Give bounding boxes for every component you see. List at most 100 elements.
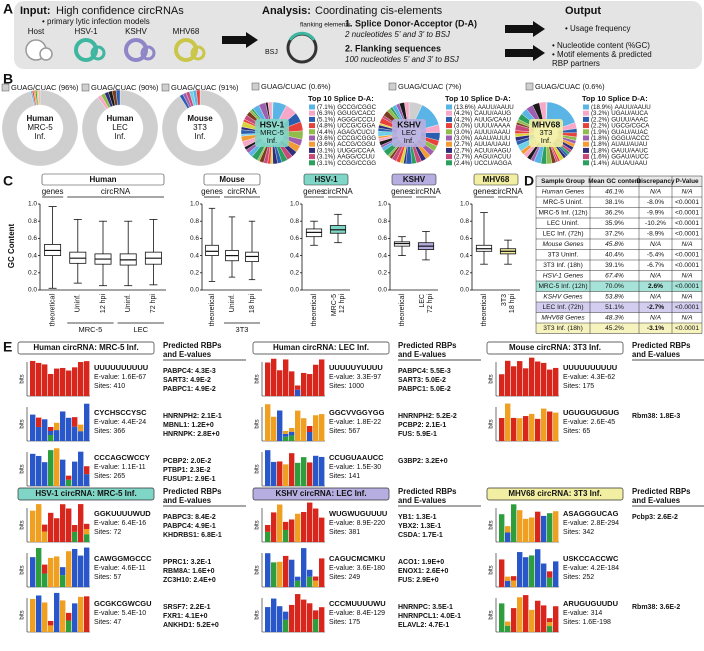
top10-seq: AUAU/AUAU bbox=[611, 141, 647, 148]
motif-name: UGUGUGUGUG bbox=[563, 408, 619, 417]
logo-letter bbox=[54, 592, 60, 632]
logo-letter bbox=[499, 374, 505, 396]
legend-swatch bbox=[161, 83, 170, 92]
top10-entry: (3.6%) ACCG/CGGU bbox=[317, 141, 375, 148]
input-bullet: • primary lytic infection models bbox=[42, 17, 150, 26]
motif-name: CYCHSCCYSC bbox=[94, 408, 147, 417]
motif-name: USKCCACCWC bbox=[563, 554, 619, 563]
top10-pct: (1.9%) bbox=[591, 128, 609, 135]
rbp-entry: HNRNPC: 3.5E-1 bbox=[398, 604, 453, 611]
rbp-entry: PABPC4: 5.5E-3 bbox=[398, 368, 451, 375]
logo-letter bbox=[84, 547, 90, 587]
logo-axis-label: bits bbox=[20, 419, 26, 428]
table-cell: -8.0% bbox=[647, 199, 664, 206]
rbp-entry: SART3: 5.0E-2 bbox=[398, 377, 446, 384]
rbp-entry: Pcbp3: 2.6E-2 bbox=[632, 514, 678, 521]
output-item: • Motif elements & predicted bbox=[552, 50, 652, 59]
logo-axis-label: bits bbox=[489, 610, 495, 619]
logo-letter bbox=[289, 371, 295, 396]
logo-letter bbox=[295, 410, 301, 441]
table-cell: <0.0001 bbox=[675, 199, 699, 206]
top10-seq: ACUU/AAGU bbox=[474, 147, 511, 154]
top10-seq: GAUU/AAUC bbox=[611, 147, 648, 154]
table-cell: N/A bbox=[650, 273, 662, 280]
section-title-box bbox=[252, 487, 390, 501]
motif-sites: Sites: 252 bbox=[563, 574, 594, 581]
motif-evalue: E-value: 1.6E-67 bbox=[94, 374, 146, 381]
top10-pct: (6.3%) bbox=[317, 110, 335, 117]
logo-letter bbox=[265, 362, 271, 396]
logo-letter bbox=[42, 419, 48, 441]
logo-letter bbox=[499, 603, 505, 632]
logo-letter bbox=[72, 548, 78, 587]
subhead: genes bbox=[303, 187, 325, 196]
logo-letter bbox=[301, 372, 307, 396]
legend-swatch bbox=[309, 135, 315, 141]
rbp-entry: YB1: 1.3E-1 bbox=[398, 514, 437, 521]
circrna-ring bbox=[124, 38, 148, 62]
section-title-box bbox=[486, 341, 624, 355]
top10-pct: (2.7%) bbox=[454, 147, 472, 154]
rbp-entry: CSDA: 1.7E-1 bbox=[398, 532, 443, 539]
x-tick-label: 3T3 bbox=[501, 294, 508, 306]
x-tick-label: 72 hpi bbox=[150, 294, 157, 314]
rbp-header: Predicted RBPs bbox=[163, 487, 222, 496]
logo-letter bbox=[547, 626, 553, 632]
logo-letter bbox=[84, 403, 90, 441]
logo-letter bbox=[547, 571, 553, 578]
table-cell: 2.6% bbox=[648, 283, 663, 290]
top10-seq: AAGU/ACUU bbox=[474, 153, 511, 160]
table-cell: <0.0001 bbox=[675, 252, 699, 259]
logo-letter bbox=[42, 462, 48, 486]
legend-swatch bbox=[446, 160, 452, 166]
motif-name: UUUUUUUUUU bbox=[563, 363, 617, 372]
top10-entry: (2.7%) ACUU/AAGU bbox=[454, 147, 511, 154]
top10-pct: (5.1%) bbox=[317, 116, 335, 123]
donut-center: Inf. bbox=[267, 136, 277, 145]
table-cell: 3T3 Inf. (18h) bbox=[543, 262, 583, 269]
table-cell: 70.0% bbox=[605, 283, 624, 290]
legend-swatch bbox=[583, 116, 589, 122]
logo-letter bbox=[48, 450, 54, 486]
rbp-entry: PABPC1: 5.0E-2 bbox=[398, 386, 451, 393]
table-cell: -3.1% bbox=[647, 325, 664, 332]
rbp-entry: HNRNPK: 2.8E+0 bbox=[163, 431, 220, 438]
motif-evalue: E-value: 6.4E-16 bbox=[94, 520, 146, 527]
legend-swatch bbox=[446, 110, 452, 116]
logo-letter bbox=[295, 385, 301, 390]
logo-letter bbox=[277, 561, 283, 587]
logo-letter bbox=[54, 368, 60, 396]
table-cell: Human Genes bbox=[542, 189, 585, 196]
logo-letter bbox=[511, 366, 517, 396]
donut-center: Inf. bbox=[34, 132, 45, 141]
table-cell: 48.3% bbox=[605, 315, 624, 322]
legend-swatch bbox=[583, 160, 589, 166]
panel-label: C bbox=[3, 173, 13, 189]
logo-letter bbox=[30, 360, 36, 396]
rbp-entry: SART3: 4.9E-2 bbox=[163, 377, 211, 384]
logo-letter bbox=[42, 564, 48, 574]
logo-letter bbox=[505, 576, 511, 581]
top10-entry: (6.3%) GGUG/CACC bbox=[317, 110, 376, 117]
legend-swatch bbox=[446, 135, 452, 141]
logo-letter bbox=[301, 511, 307, 542]
logo-letter bbox=[271, 416, 277, 441]
step2: 2. Flanking sequences bbox=[345, 43, 441, 53]
x-tick-label: Uninf. bbox=[75, 294, 82, 312]
input-head: Input: bbox=[20, 5, 51, 17]
y-tick-label: 0.4 bbox=[290, 252, 299, 259]
logo-letter bbox=[553, 606, 559, 632]
table-cell: KSHV Genes bbox=[543, 294, 583, 301]
logo-letter bbox=[78, 555, 84, 587]
logo-letter bbox=[499, 514, 505, 542]
logo-letter bbox=[265, 450, 271, 486]
y-tick-label: 0.6 bbox=[28, 235, 37, 242]
legend-swatch bbox=[446, 129, 452, 135]
logo-letter bbox=[295, 513, 301, 542]
legend-swatch bbox=[309, 160, 315, 166]
top10-pct: (3.1%) bbox=[317, 159, 335, 166]
motif-evalue: E-value: 3.3E-97 bbox=[329, 374, 381, 381]
section-title-box bbox=[252, 341, 390, 355]
motif-evalue: E-value: 3.6E-180 bbox=[329, 565, 385, 572]
flank-label: flanking elements bbox=[300, 22, 351, 29]
